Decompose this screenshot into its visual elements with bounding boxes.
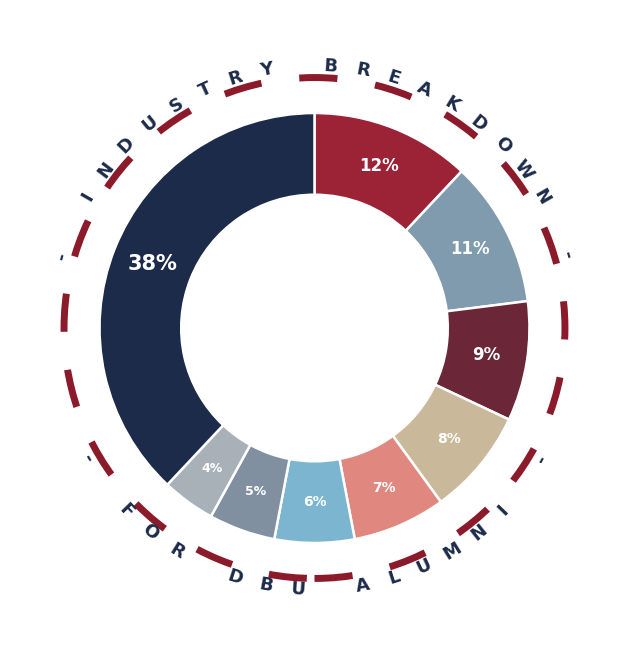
Text: L: L [386,567,402,588]
Text: N: N [530,186,553,207]
Text: D: D [114,134,138,157]
Text: 5%: 5% [245,485,266,499]
Text: U: U [139,112,162,135]
Text: U: U [414,555,435,577]
Text: F: F [116,500,137,522]
Text: N: N [467,521,491,544]
Text: T: T [196,79,214,100]
Wedge shape [274,459,355,543]
Text: -: - [53,250,72,262]
Text: R: R [354,60,371,80]
Text: U: U [291,581,306,599]
Text: I: I [494,502,511,519]
Text: R: R [226,68,245,89]
Text: M: M [440,539,465,564]
Text: 6%: 6% [303,495,326,509]
Text: B: B [323,57,338,75]
Wedge shape [340,436,441,539]
Text: K: K [442,94,463,116]
Text: I: I [78,189,97,204]
Text: S: S [166,94,187,116]
Text: N: N [94,158,117,181]
Wedge shape [99,113,314,485]
Text: 8%: 8% [437,432,460,446]
Text: -: - [78,451,97,467]
Text: A: A [354,576,371,596]
Text: 12%: 12% [359,157,399,175]
Wedge shape [211,445,289,539]
Text: D: D [225,567,245,589]
Text: O: O [138,521,162,544]
Text: E: E [386,68,403,89]
Text: W: W [510,156,537,183]
Wedge shape [435,301,530,420]
Text: O: O [491,133,515,157]
Text: 11%: 11% [450,240,489,258]
Wedge shape [167,425,250,516]
Text: B: B [258,576,275,596]
Text: D: D [467,112,490,135]
Text: -: - [532,451,551,467]
Text: 4%: 4% [201,462,223,476]
Text: 38%: 38% [128,254,177,274]
Text: A: A [414,79,434,101]
Wedge shape [406,171,528,312]
Text: 7%: 7% [372,481,396,495]
Wedge shape [393,385,509,502]
Text: -: - [557,250,576,262]
Text: Y: Y [259,60,274,80]
Text: 9%: 9% [472,346,501,364]
Text: R: R [166,540,187,562]
Wedge shape [314,113,462,231]
